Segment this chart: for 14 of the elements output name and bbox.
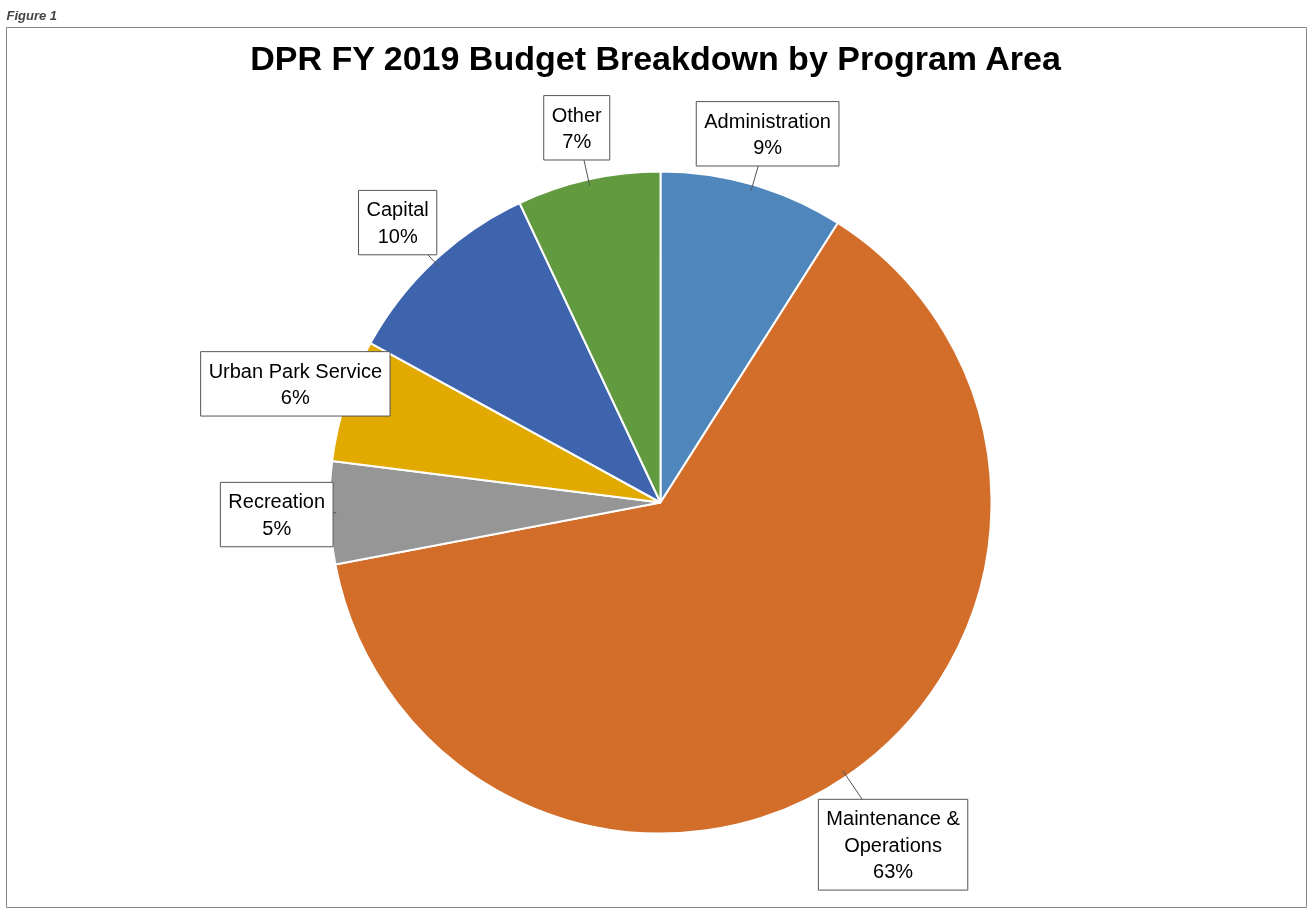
data-label: 5% xyxy=(262,516,292,539)
data-label: 7% xyxy=(562,129,592,152)
data-label: 10% xyxy=(377,224,418,247)
slice-label: Urban Park Service xyxy=(208,359,383,382)
slice-label: Recreation xyxy=(228,490,326,513)
slice-label: Other xyxy=(551,103,603,126)
data-label: 6% xyxy=(280,386,310,409)
data-label: 63% xyxy=(873,860,914,883)
caption: Figure 1 xyxy=(6,7,58,23)
slice-label: Maintenance & Operations xyxy=(826,807,961,856)
slice-label: Capital xyxy=(366,198,429,221)
data-label: 9% xyxy=(753,135,783,158)
slice-label: Administration xyxy=(704,109,831,132)
chart-title: DPR FY 2019 Budget Breakdown by Program Area xyxy=(250,38,1062,77)
